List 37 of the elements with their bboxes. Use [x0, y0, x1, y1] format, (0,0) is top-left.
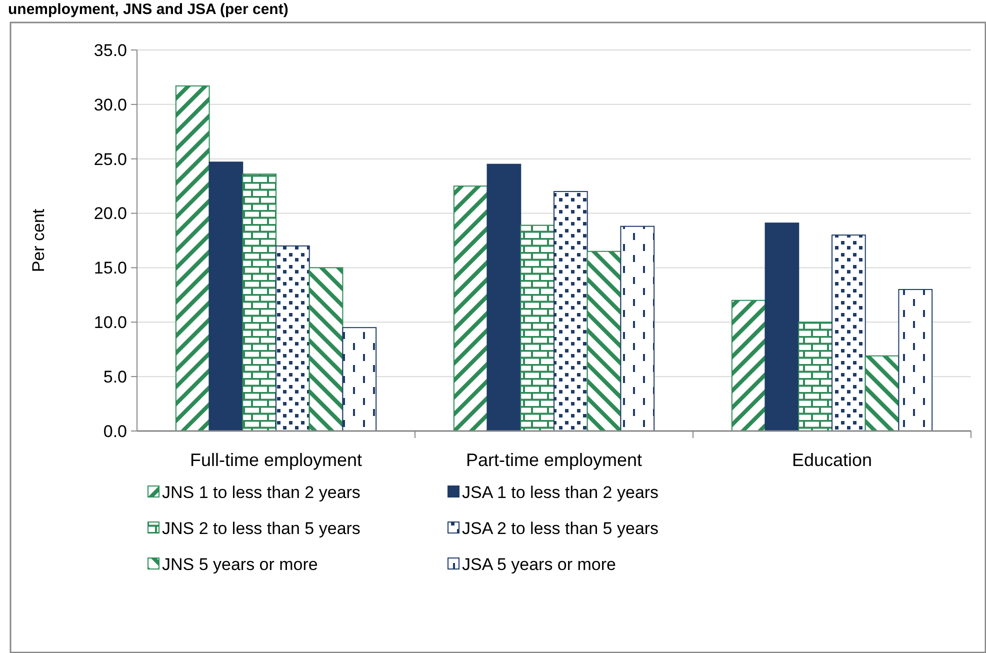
x-tick-label: Part-time employment	[466, 450, 642, 470]
bar	[308, 267, 344, 432]
bar	[276, 245, 310, 432]
y-tick-label: 5.0	[103, 368, 127, 387]
legend-label: JNS 1 to less than 2 years	[162, 482, 360, 502]
x-tick-label: Education	[792, 450, 872, 470]
bar	[175, 85, 210, 432]
bar	[486, 164, 522, 432]
y-tick-label: 0.0	[103, 422, 127, 441]
y-tick-label: 10.0	[94, 313, 127, 332]
legend-label: JSA 1 to less than 2 years	[462, 482, 659, 502]
bar	[520, 224, 554, 432]
bar	[620, 226, 655, 432]
legend-label: JSA 2 to less than 5 years	[462, 518, 659, 538]
bar	[554, 191, 588, 432]
legend-label: JNS 2 to less than 5 years	[162, 518, 360, 538]
bar	[832, 234, 866, 432]
bar	[898, 288, 933, 432]
y-tick-label: 15.0	[94, 258, 127, 278]
bar	[342, 327, 377, 432]
x-tick-label: Full-time employment	[190, 450, 362, 470]
bar	[731, 300, 766, 432]
legend-label: JSA 5 years or more	[462, 554, 616, 574]
bar	[798, 322, 832, 432]
bar	[242, 174, 276, 432]
bar	[453, 186, 488, 432]
bar	[586, 250, 622, 432]
y-tick-label: 20.0	[94, 204, 127, 224]
bar	[864, 355, 900, 432]
bar	[208, 162, 244, 432]
chart-title: unemployment, JNS and JSA (per cent)	[8, 1, 288, 18]
y-tick-label: 30.0	[94, 95, 127, 114]
y-axis-title: Per cent	[29, 208, 48, 272]
bar	[764, 222, 800, 432]
y-tick-label: 35.0	[94, 40, 127, 60]
legend-label: JNS 5 years or more	[162, 554, 318, 574]
y-tick-label: 25.0	[94, 150, 127, 169]
